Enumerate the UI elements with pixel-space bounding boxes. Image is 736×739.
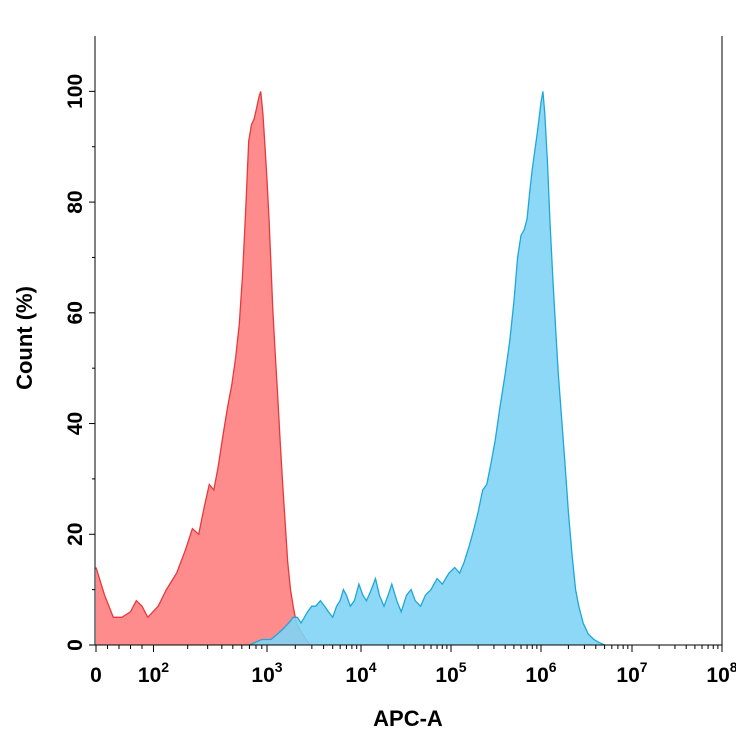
x-tick-label-104: 104 — [345, 659, 376, 687]
x-tick-label-106: 106 — [525, 659, 556, 687]
x-tick-label-108: 108 — [706, 659, 736, 687]
x-tick-label-107: 107 — [616, 659, 647, 687]
y-tick-label-20: 20 — [64, 523, 87, 546]
series-layer — [95, 91, 605, 646]
y-tick-label-60: 60 — [64, 301, 87, 324]
y-tick-label-100: 100 — [64, 74, 87, 109]
x-tick-label-105: 105 — [435, 659, 466, 687]
axes-layer: 0 20 40 60 80 100 0 102 103 104 105 106 107 108 — [64, 36, 736, 687]
x-axis-title: APC-A — [373, 706, 443, 731]
y-tick-label-80: 80 — [64, 190, 87, 213]
x-tick-label-102: 102 — [138, 659, 169, 687]
y-tick-label-40: 40 — [64, 412, 87, 435]
series-1-line — [95, 91, 312, 646]
y-tick-label-0: 0 — [64, 639, 87, 651]
series-2-area — [249, 91, 605, 645]
x-tick-label-103: 103 — [251, 659, 282, 687]
series-2-line — [249, 91, 605, 646]
x-tick-label-0: 0 — [90, 664, 102, 687]
y-axis-title: Count (%) — [12, 286, 37, 390]
series-1-area — [96, 91, 311, 645]
